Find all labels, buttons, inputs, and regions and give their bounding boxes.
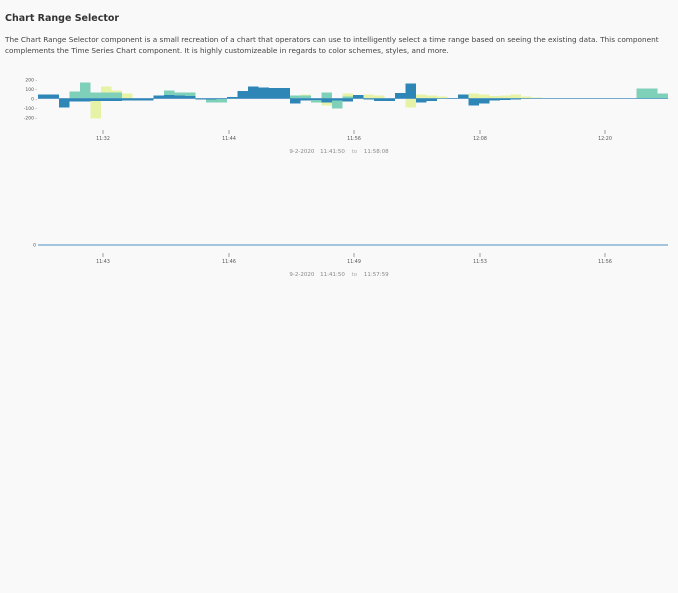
x-tick-label: 11:46 [222,259,236,265]
page-title: Chart Range Selector [5,13,120,24]
range-date: 9-2-2020 [289,149,315,155]
series-yellow-area [38,86,668,119]
x-tick-label: 11:56 [598,259,612,265]
x-tick-label: 11:43 [96,259,110,265]
y-tick-label: 100 - [25,87,37,93]
range-selector-1-label: 9-2-2020 11:41:50 to 11:58:08 [0,149,678,155]
x-tick-label: 11:44 [222,136,236,142]
range-selector-2-label: 9-2-2020 11:41:50 to 11:57:59 [0,272,678,278]
range-selector-2[interactable]: 0 11:43 11:46 11:49 11:53 11:56 [0,234,678,270]
range-selector-chart[interactable]: 200 - 100 - 0 - -100 - -200 - 11:32 11:44 11:56… [0,70,678,150]
x-tick-label: 11:53 [473,259,487,265]
range-to-label: to [351,272,358,278]
x-tick-label: 12:20 [598,136,612,142]
x-tick-label: 11:56 [347,136,361,142]
y-tick-label: -200 - [24,116,38,122]
page-description: The Chart Range Selector component is a … [5,35,659,55]
range-start-time[interactable]: 11:41:50 [320,272,345,278]
x-tick-label: 12:08 [473,136,487,142]
range-date: 9-2-2020 [289,272,315,278]
y-tick-label: 0 - [31,97,37,103]
series-dark-area [38,83,668,108]
y-tick-label: -100 - [24,106,38,112]
x-tick-label: 11:32 [96,136,110,142]
range-to-label: to [351,149,358,155]
range-start-time[interactable]: 11:41:50 [320,149,345,155]
range-end-time[interactable]: 11:58:08 [363,149,389,155]
y-tick-label: 200 - [25,78,37,84]
range-end-time[interactable]: 11:57:59 [363,272,389,278]
y-tick-label: 0 [33,243,36,249]
range-selector-1[interactable]: 200 - 100 - 0 - -100 - -200 - 11:32 11:44 11:56… [0,70,678,150]
x-tick-label: 11:49 [347,259,361,265]
range-selector-chart[interactable]: 0 11:43 11:46 11:49 11:53 11:56 [0,234,678,270]
